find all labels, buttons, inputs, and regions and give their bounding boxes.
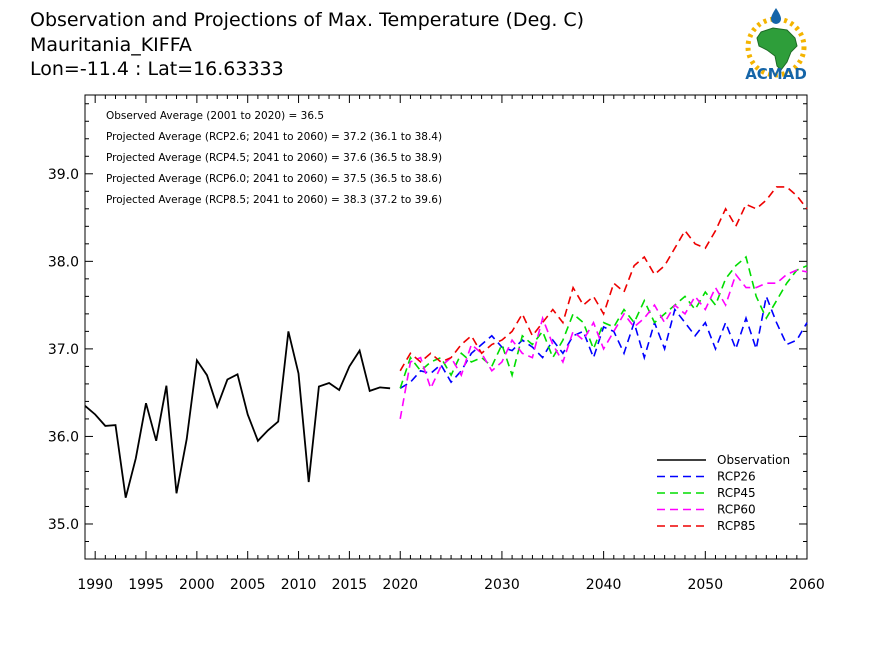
water-drop-icon (771, 8, 781, 24)
note-observed-average: Observed Average (2001 to 2020) = 36.5 (106, 110, 324, 122)
x-tick-label: 2005 (230, 577, 266, 593)
legend-label-rcp45: RCP45 (717, 486, 756, 500)
legend-label-rcp26: RCP26 (717, 470, 756, 484)
note-rcp45-average: Projected Average (RCP4.5; 2041 to 2060)… (106, 152, 442, 164)
legend: Observation RCP26 RCP45 RCP60 RCP85 (657, 453, 790, 533)
note-rcp85-average: Projected Average (RCP8.5; 2041 to 2060)… (106, 194, 442, 206)
x-tick-label: 1990 (77, 577, 113, 593)
legend-label-observation: Observation (717, 453, 790, 467)
series-layer (84, 186, 808, 498)
logo-text: ACMAD (745, 65, 807, 83)
series-line-rcp85 (399, 186, 808, 372)
legend-label-rcp85: RCP85 (717, 519, 756, 533)
plot-frame (84, 94, 808, 560)
y-tick-label: 39.0 (48, 167, 79, 183)
title-line-3: Lon=-11.4 : Lat=16.63333 (30, 58, 284, 80)
y-tick-label: 38.0 (48, 254, 79, 270)
series-line-rcp60 (399, 269, 808, 420)
series-line-rcp26 (399, 293, 808, 389)
series-line-observation (84, 331, 391, 498)
note-rcp60-average: Projected Average (RCP6.0; 2041 to 2060)… (106, 173, 442, 185)
note-rcp26-average: Projected Average (RCP2.6; 2041 to 2060)… (106, 131, 442, 143)
legend-label-rcp60: RCP60 (717, 503, 756, 517)
sun-rays-icon (745, 16, 807, 78)
y-tick-label: 37.0 (48, 342, 79, 358)
title-line-1: Observation and Projections of Max. Temp… (30, 9, 584, 31)
axes: 35.0 36.0 37.0 38.0 39.0 1990 1995 2000 2005 2010… (48, 95, 825, 593)
x-tick-label: 2015 (332, 577, 368, 593)
x-tick-label: 2020 (382, 577, 418, 593)
x-tick-label: 2010 (281, 577, 317, 593)
x-tick-label: 1995 (128, 577, 164, 593)
acmad-logo: ACMAD (745, 8, 807, 83)
y-tick-label: 35.0 (48, 517, 79, 533)
x-tick-label: 2040 (586, 577, 622, 593)
average-notes: Observed Average (2001 to 2020) = 36.5 P… (106, 110, 442, 206)
y-tick-label: 36.0 (48, 429, 79, 445)
x-tick-label: 2030 (484, 577, 520, 593)
series-line-rcp45 (399, 255, 808, 389)
x-tick-label: 2060 (789, 577, 825, 593)
chart-title: Observation and Projections of Max. Temp… (30, 9, 584, 80)
africa-map-icon (756, 27, 798, 71)
x-tick-label: 2000 (179, 577, 215, 593)
x-tick-label: 2050 (687, 577, 723, 593)
title-line-2: Mauritania_KIFFA (30, 34, 192, 56)
